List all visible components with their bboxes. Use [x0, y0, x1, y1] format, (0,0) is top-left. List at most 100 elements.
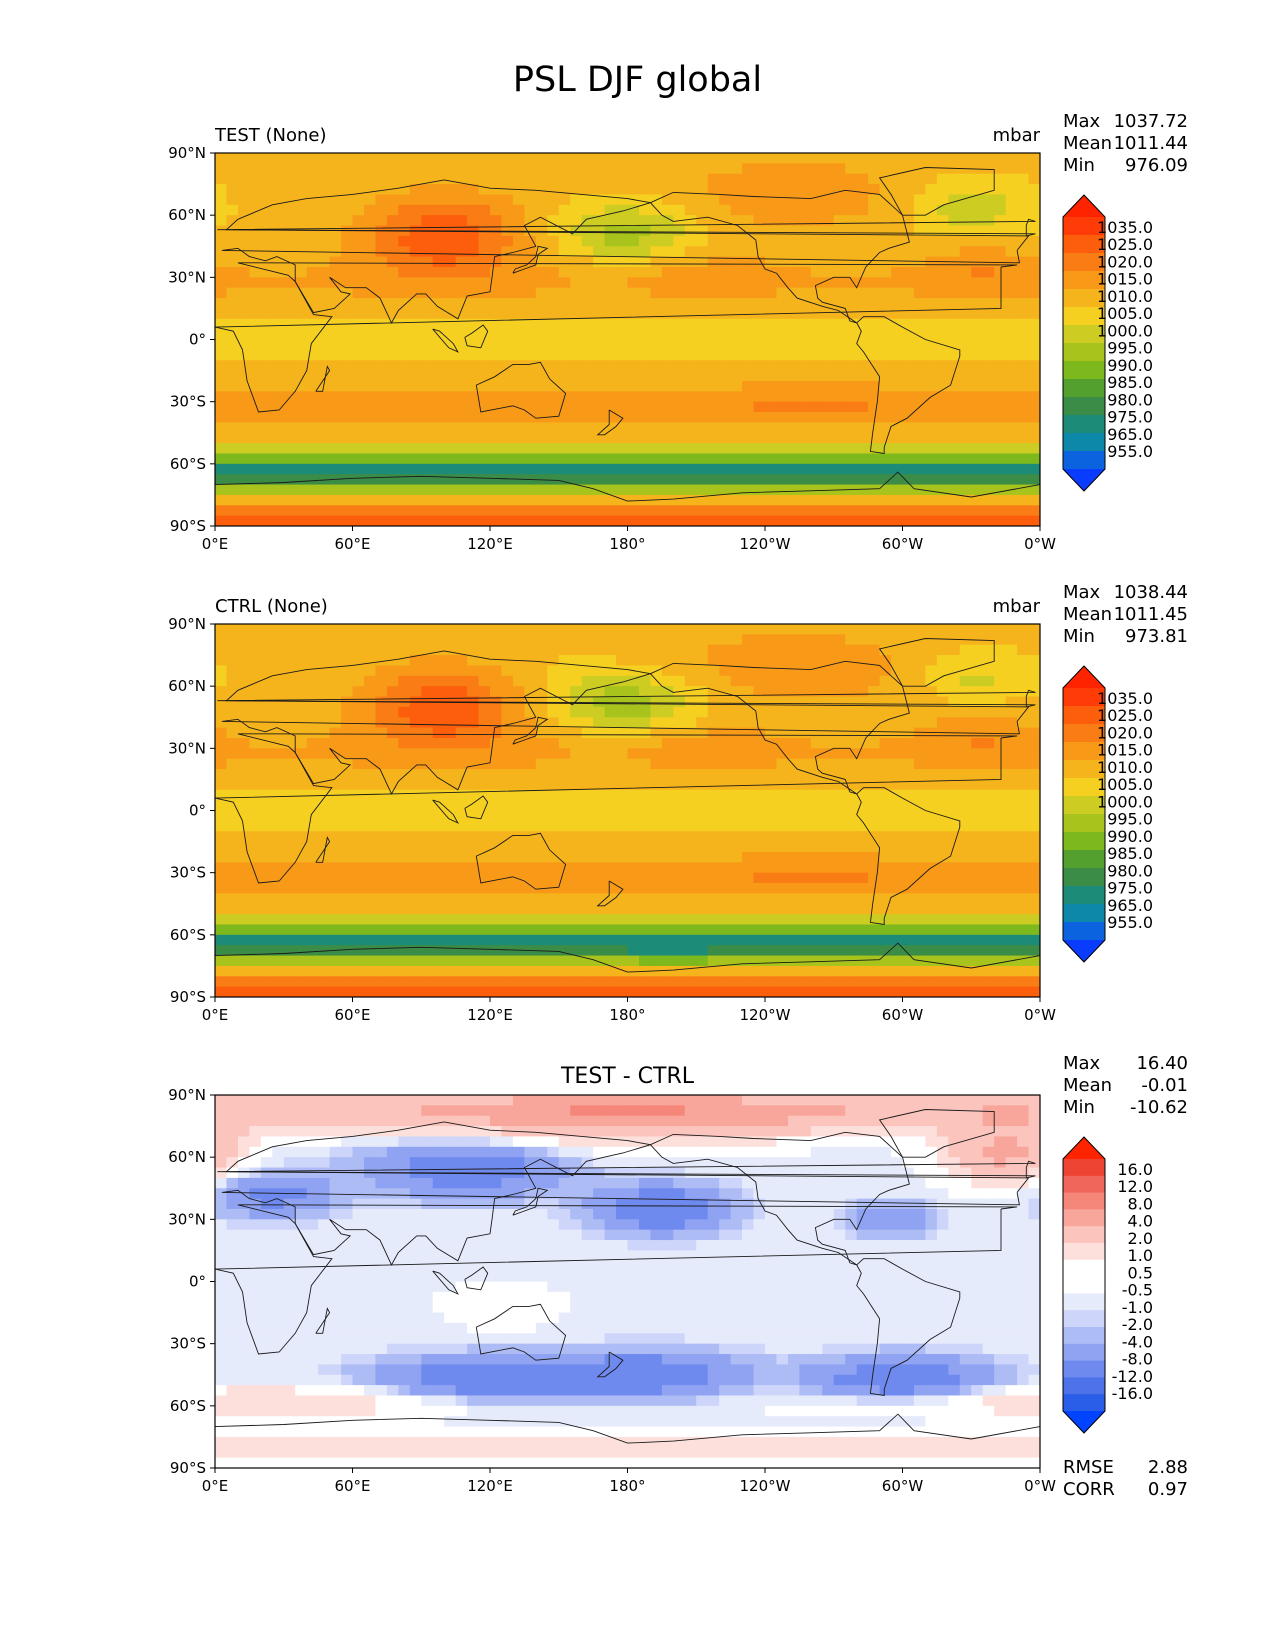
- field-cell: [868, 505, 881, 517]
- field-cell: [1017, 401, 1030, 413]
- field-cell: [661, 163, 674, 175]
- field-cell: [810, 494, 823, 506]
- field-cell: [936, 215, 949, 227]
- field-cell: [822, 318, 835, 330]
- field-cell: [833, 831, 846, 843]
- field-cell: [822, 924, 835, 936]
- field-cell: [306, 277, 319, 289]
- field-cell: [627, 474, 640, 486]
- field-cell: [558, 308, 571, 320]
- field-cell: [432, 308, 445, 320]
- field-cell: [501, 494, 514, 506]
- field-cell: [581, 360, 594, 372]
- field-cell: [409, 153, 422, 164]
- field-cell: [822, 851, 835, 863]
- field-cell: [329, 634, 342, 646]
- field-cell: [570, 706, 583, 718]
- field-cell: [547, 727, 560, 739]
- field-cell: [913, 298, 927, 310]
- field-cell: [249, 924, 262, 936]
- field-cell: [226, 769, 239, 781]
- field-cell: [616, 256, 629, 268]
- field-cell: [398, 287, 411, 299]
- field-cell: [742, 432, 755, 444]
- field-cell: [409, 287, 422, 299]
- field-cell: [856, 432, 869, 444]
- field-cell: [776, 277, 789, 289]
- field-cell: [570, 339, 583, 351]
- field-cell: [742, 934, 755, 946]
- field-cell: [421, 675, 434, 687]
- field-cell: [352, 665, 365, 677]
- field-cell: [765, 893, 778, 905]
- field-cell: [936, 945, 949, 957]
- field-cell: [856, 505, 869, 517]
- field-cell: [856, 494, 869, 506]
- field-cell: [856, 380, 869, 392]
- field-cell: [948, 872, 961, 884]
- field-cell: [765, 266, 778, 278]
- field-cell: [593, 914, 606, 926]
- field-cell: [902, 686, 915, 698]
- field-cell: [260, 914, 273, 926]
- field-cell: [375, 184, 388, 196]
- field-cell: [627, 851, 640, 863]
- field-cell: [879, 934, 892, 946]
- field-cell: [295, 914, 308, 926]
- field-cell: [329, 644, 342, 656]
- field-cell: [260, 515, 273, 526]
- field-cell: [936, 872, 949, 884]
- field-cell: [742, 256, 755, 268]
- field-cell: [891, 391, 904, 403]
- field-cell: [776, 453, 789, 465]
- field-cell: [570, 634, 583, 646]
- field-cell: [432, 665, 445, 677]
- field-cell: [925, 266, 938, 278]
- field-cell: [661, 748, 674, 760]
- field-cell: [971, 924, 984, 936]
- field-cell: [879, 634, 892, 646]
- field-cell: [856, 339, 869, 351]
- field-cell: [982, 463, 995, 475]
- field-cell: [982, 675, 995, 687]
- field-cell: [810, 727, 823, 739]
- field-cell: [650, 277, 663, 289]
- field-cell: [375, 215, 388, 227]
- field-cell: [581, 215, 594, 227]
- field-cell: [742, 443, 755, 455]
- field-cell: [295, 153, 308, 164]
- field-cell: [1005, 903, 1018, 915]
- field-cell: [570, 924, 583, 936]
- field-cell: [902, 779, 915, 791]
- field-cell: [833, 298, 846, 310]
- field-cell: [810, 769, 823, 781]
- field-cell: [306, 235, 319, 247]
- field-cell: [501, 893, 514, 905]
- field-cell: [994, 820, 1007, 832]
- field-cell: [1005, 624, 1018, 635]
- field-cell: [306, 515, 319, 526]
- field-cell: [260, 391, 273, 403]
- field-cell: [730, 256, 743, 268]
- field-cell: [684, 914, 697, 926]
- field-cell: [959, 810, 972, 822]
- field-cell: [318, 758, 331, 770]
- field-cell: [616, 515, 629, 526]
- field-cell: [1028, 246, 1040, 258]
- field-cell: [524, 831, 537, 843]
- field-cell: [638, 706, 652, 718]
- field-cell: [661, 329, 674, 341]
- field-cell: [512, 484, 525, 496]
- field-cell: [329, 841, 342, 853]
- y-tick-label: 90°N: [168, 144, 206, 162]
- field-cell: [215, 453, 228, 465]
- field-cell: [524, 298, 537, 310]
- field-cell: [719, 308, 732, 320]
- field-cell: [742, 339, 755, 351]
- field-cell: [593, 748, 606, 760]
- field-cell: [570, 810, 583, 822]
- field-cell: [444, 872, 457, 884]
- field-cell: [982, 686, 995, 698]
- field-cell: [432, 862, 445, 874]
- field-cell: [386, 494, 399, 506]
